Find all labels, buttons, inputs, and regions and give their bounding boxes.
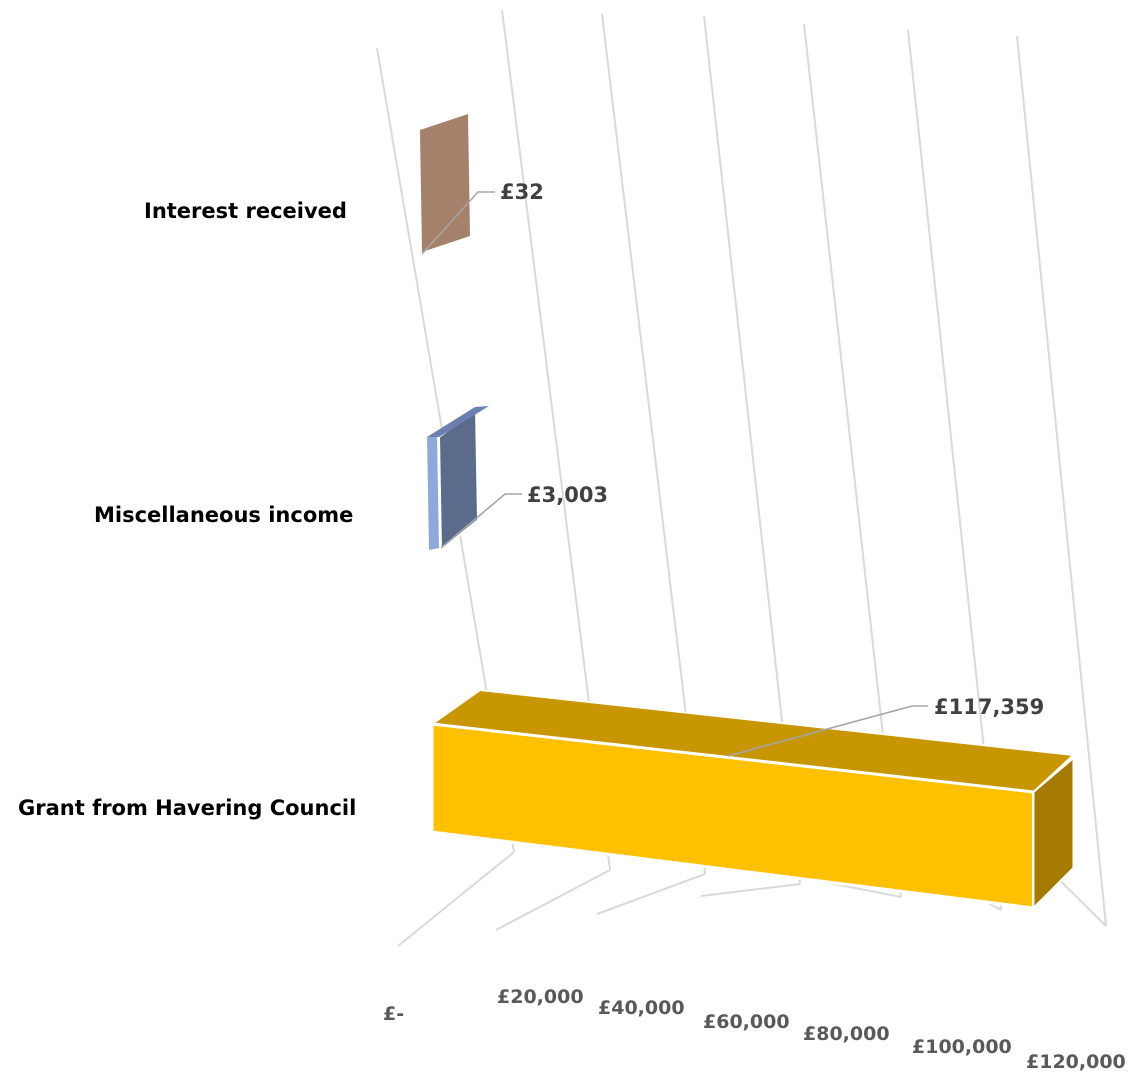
bar-interest-received xyxy=(420,114,470,252)
category-label: Miscellaneous income xyxy=(94,503,353,527)
bars xyxy=(420,114,1076,911)
bar-grant-side xyxy=(1032,755,1075,911)
x-tick-label: £40,000 xyxy=(598,997,685,1019)
x-tick-label: £100,000 xyxy=(912,1036,1012,1058)
labels: £- £20,000 £40,000 £60,000 £80,000 £100,000 £1… xyxy=(18,180,1126,1073)
category-label: Interest received xyxy=(144,199,347,223)
gridline-floor-2 xyxy=(596,873,706,915)
data-label: £3,003 xyxy=(527,483,608,507)
gridline-floor-3 xyxy=(700,883,801,897)
x-tick-label: £20,000 xyxy=(497,986,584,1008)
gridline-floor-0 xyxy=(397,851,515,947)
x-tick-label: £60,000 xyxy=(703,1011,790,1033)
data-label: £117,359 xyxy=(934,695,1044,719)
x-tick-label: £80,000 xyxy=(803,1023,890,1045)
bar-miscellaneous-income-side xyxy=(427,435,439,550)
x-tick-label: £120,000 xyxy=(1026,1051,1126,1073)
category-label: Grant from Havering Council xyxy=(18,796,356,820)
leader-line xyxy=(421,191,495,255)
gridline-back-6 xyxy=(1016,35,1107,927)
leader-line xyxy=(727,705,928,757)
leader-line xyxy=(440,493,522,549)
data-label: £32 xyxy=(500,180,544,204)
x-tick-label: £- xyxy=(383,1003,404,1025)
gridline-floor-1 xyxy=(495,869,611,931)
bar-miscellaneous-income-top xyxy=(427,406,489,437)
